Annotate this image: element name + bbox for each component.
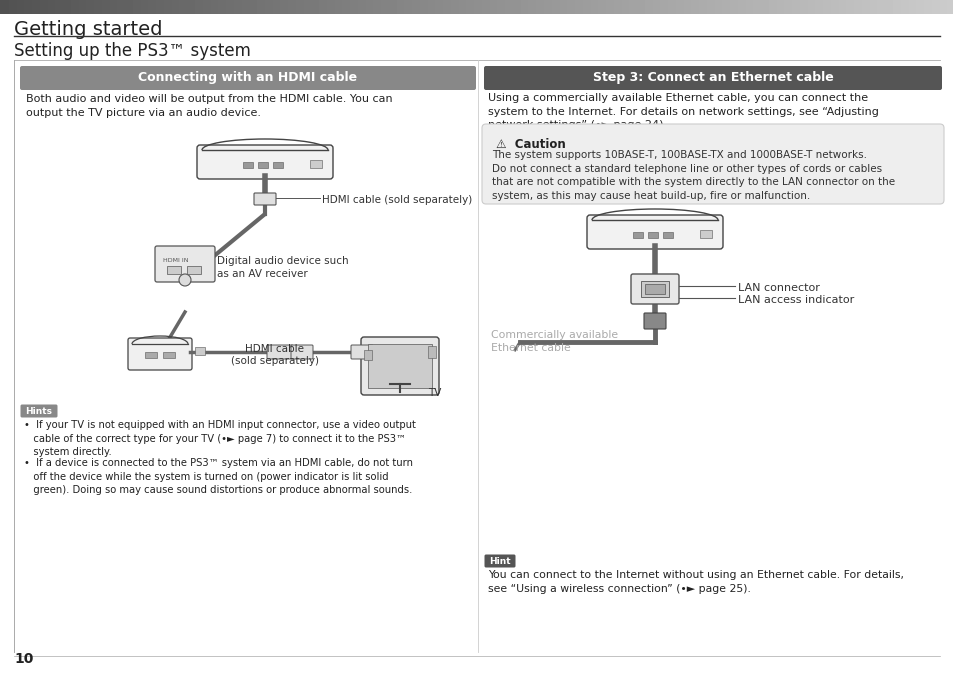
- Bar: [167, 266, 181, 274]
- FancyBboxPatch shape: [20, 404, 57, 417]
- FancyBboxPatch shape: [253, 193, 275, 205]
- Text: ⚠  Caution: ⚠ Caution: [496, 138, 565, 151]
- FancyBboxPatch shape: [20, 66, 476, 90]
- Text: Hints: Hints: [26, 406, 52, 415]
- FancyBboxPatch shape: [586, 215, 722, 249]
- Bar: [633, 232, 642, 238]
- Text: Setting up the PS3™ system: Setting up the PS3™ system: [14, 42, 251, 60]
- FancyBboxPatch shape: [196, 145, 333, 179]
- Bar: [243, 162, 253, 168]
- FancyBboxPatch shape: [643, 313, 665, 329]
- Text: HDMI cable
(sold separately): HDMI cable (sold separately): [231, 344, 318, 366]
- Text: •  If a device is connected to the PS3™ system via an HDMI cable, do not turn
  : • If a device is connected to the PS3™ s…: [24, 458, 413, 495]
- FancyBboxPatch shape: [484, 555, 515, 567]
- Text: Hint: Hint: [489, 557, 510, 565]
- FancyBboxPatch shape: [128, 338, 192, 370]
- FancyBboxPatch shape: [351, 345, 373, 359]
- Text: Step 3: Connect an Ethernet cable: Step 3: Connect an Ethernet cable: [592, 71, 833, 85]
- FancyBboxPatch shape: [630, 274, 679, 304]
- Text: •  If your TV is not equipped with an HDMI input connector, use a video output
 : • If your TV is not equipped with an HDM…: [24, 420, 416, 457]
- Text: Getting started: Getting started: [14, 20, 162, 39]
- Bar: [640, 281, 668, 297]
- FancyBboxPatch shape: [483, 66, 941, 90]
- Text: 10: 10: [14, 652, 33, 666]
- Bar: [428, 346, 436, 358]
- Text: You can connect to the Internet without using an Ethernet cable. For details,
se: You can connect to the Internet without …: [488, 570, 903, 594]
- Text: HDMI cable (sold separately): HDMI cable (sold separately): [322, 195, 472, 205]
- Text: TV: TV: [428, 388, 441, 398]
- Text: Both audio and video will be output from the HDMI cable. You can
output the TV p: Both audio and video will be output from…: [26, 94, 393, 118]
- Bar: [273, 162, 283, 168]
- Bar: [257, 162, 268, 168]
- Text: Using a commercially available Ethernet cable, you can connect the
system to the: Using a commercially available Ethernet …: [488, 93, 878, 130]
- Bar: [662, 232, 672, 238]
- Text: The system supports 10BASE-T, 100BASE-TX and 1000BASE-T networks.
Do not connect: The system supports 10BASE-T, 100BASE-TX…: [492, 150, 894, 201]
- FancyBboxPatch shape: [291, 345, 313, 359]
- FancyBboxPatch shape: [360, 337, 438, 395]
- FancyBboxPatch shape: [267, 345, 293, 359]
- Bar: [647, 232, 658, 238]
- Bar: [187, 266, 201, 274]
- Bar: [310, 160, 322, 168]
- Bar: [700, 230, 711, 238]
- Text: LAN access indicator: LAN access indicator: [738, 295, 853, 305]
- Bar: [163, 352, 174, 358]
- Text: Commercially available
Ethernet cable: Commercially available Ethernet cable: [491, 330, 618, 353]
- FancyBboxPatch shape: [154, 246, 214, 282]
- Bar: [644, 284, 664, 294]
- Text: HDMI IN: HDMI IN: [163, 258, 189, 263]
- Circle shape: [179, 274, 191, 286]
- Bar: [194, 347, 205, 355]
- FancyBboxPatch shape: [481, 124, 943, 204]
- Bar: [364, 350, 372, 360]
- Bar: [145, 352, 157, 358]
- Bar: [368, 344, 432, 388]
- Text: Digital audio device such
as an AV receiver: Digital audio device such as an AV recei…: [216, 256, 348, 279]
- Text: LAN connector: LAN connector: [738, 283, 819, 293]
- Text: Connecting with an HDMI cable: Connecting with an HDMI cable: [138, 71, 357, 85]
